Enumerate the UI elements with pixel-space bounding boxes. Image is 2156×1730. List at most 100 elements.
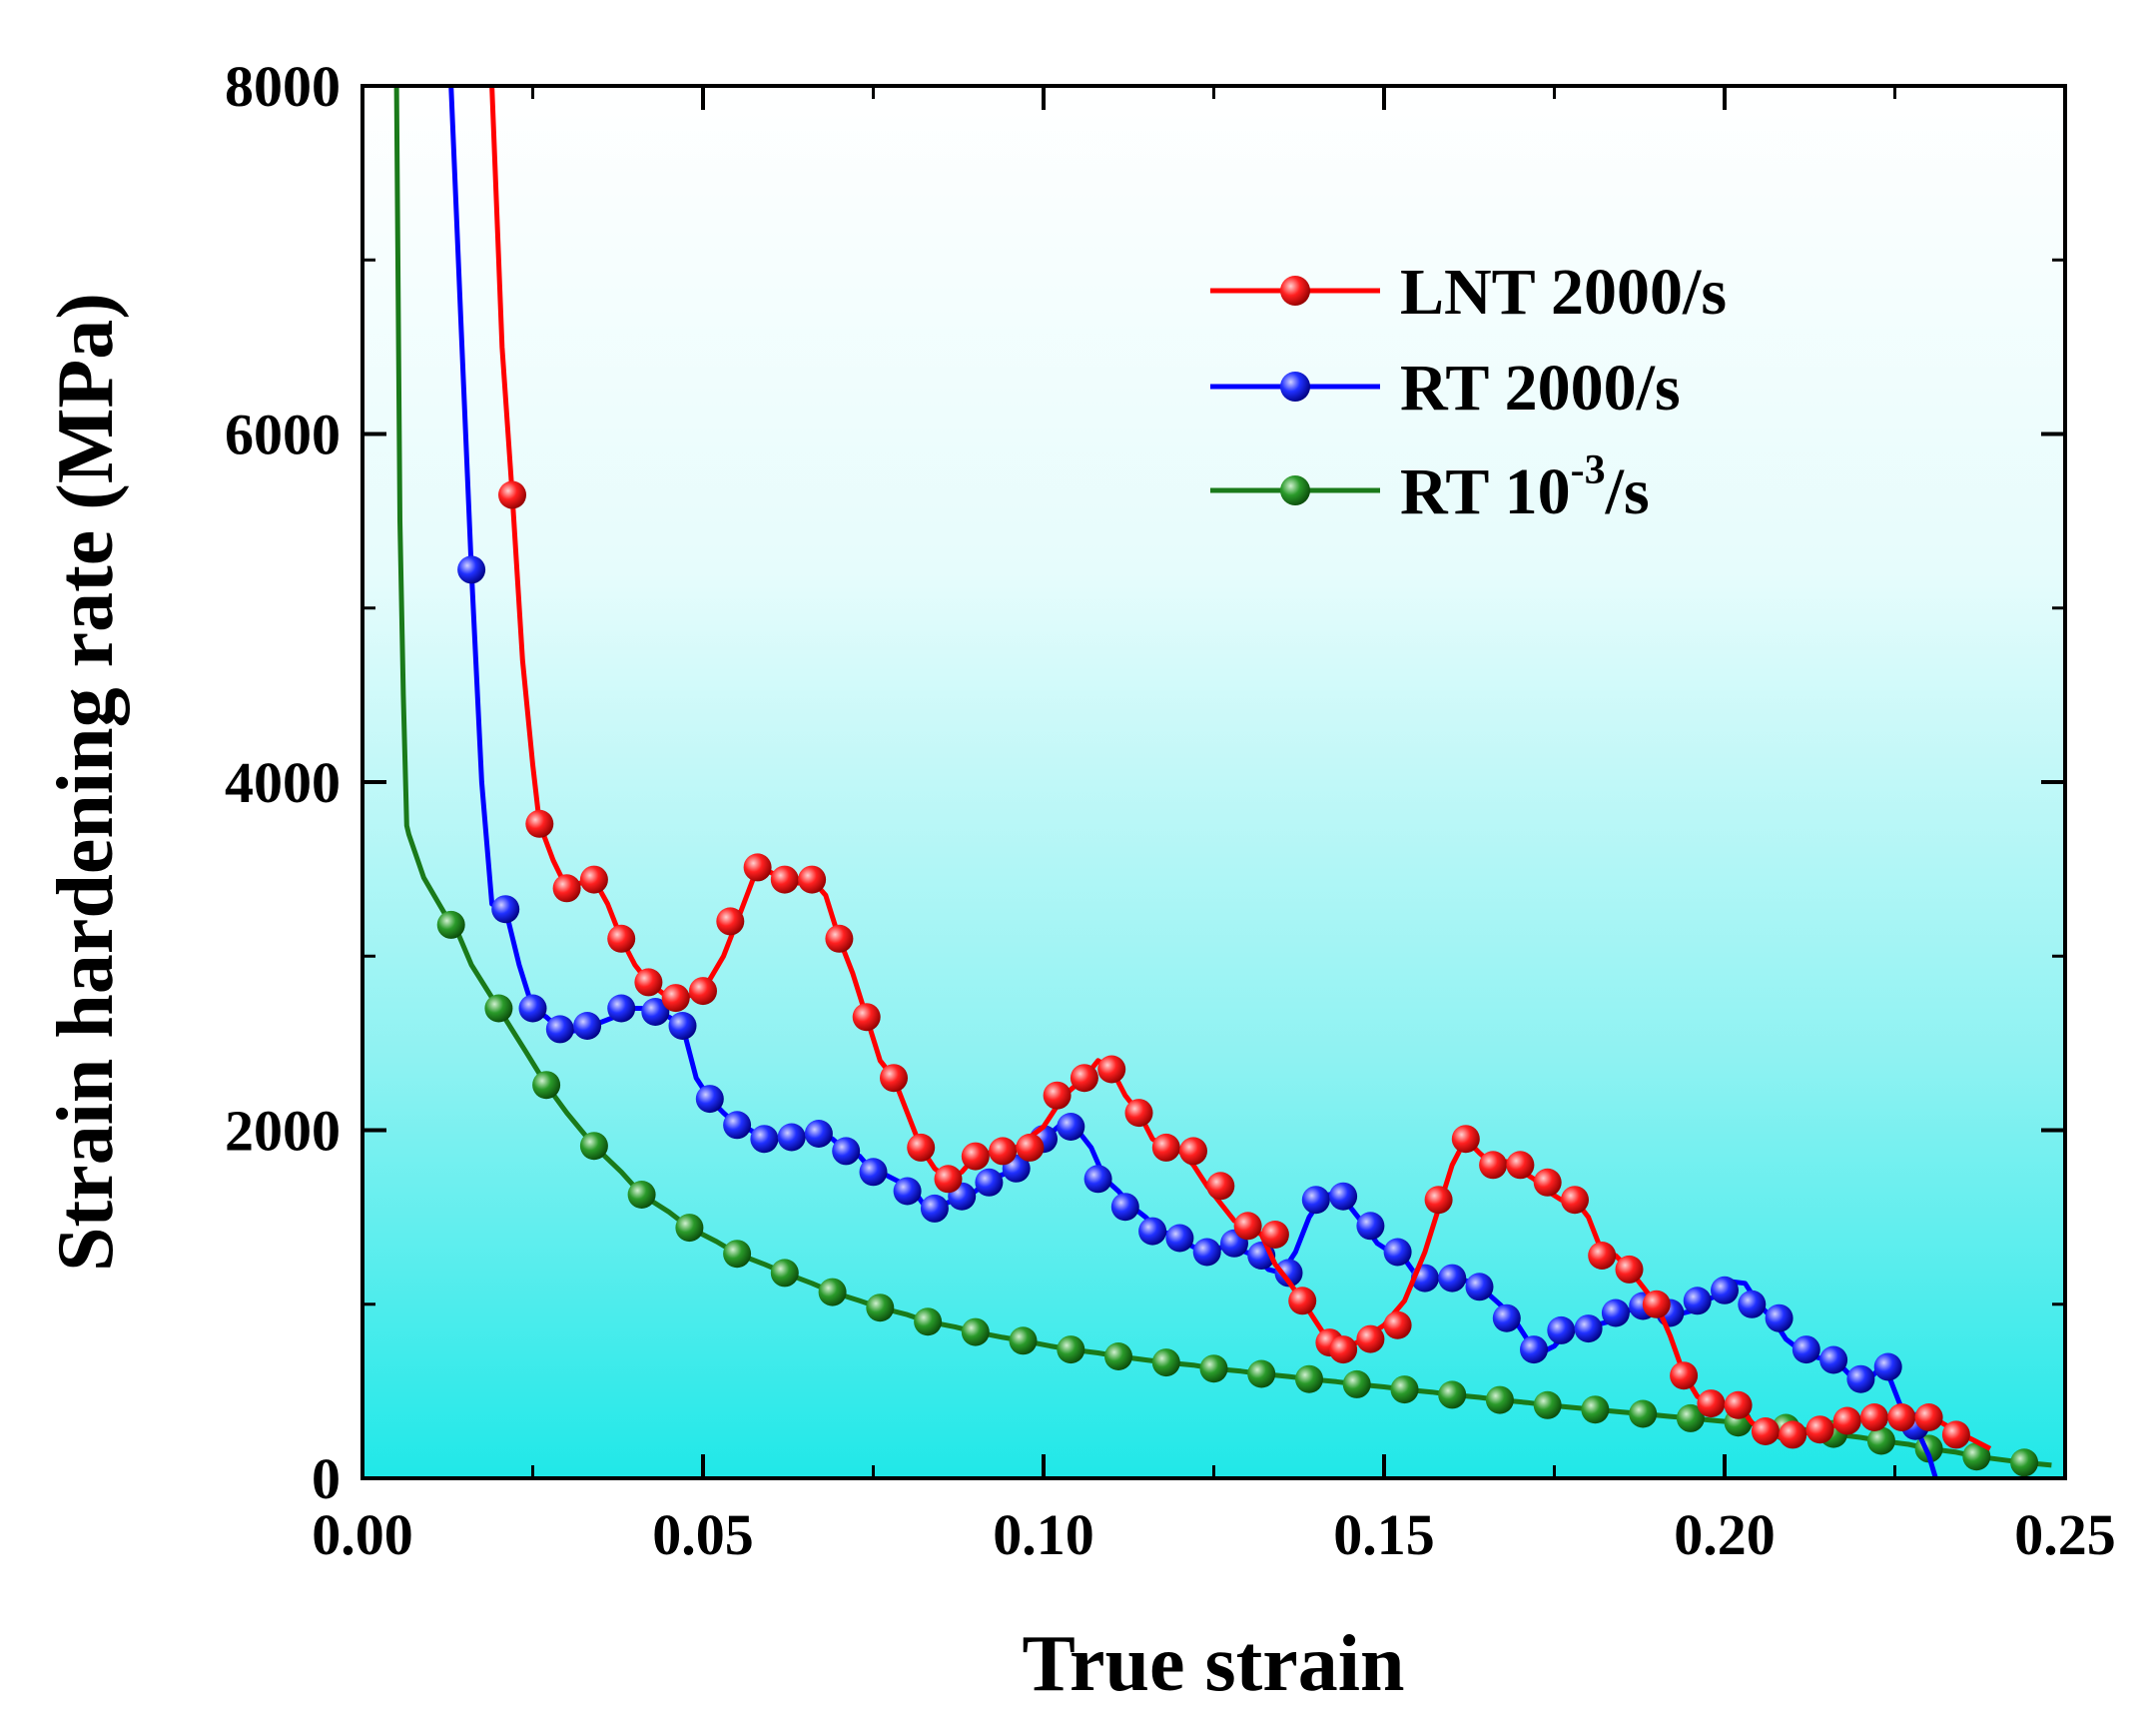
data-point-lnt-2000 [1356,1324,1385,1353]
data-point-rt-quasistatic [961,1317,990,1346]
data-point-rt-2000 [1083,1165,1112,1194]
data-point-rt-2000 [804,1120,833,1148]
data-point-lnt-2000 [1451,1125,1480,1154]
legend-label-rt-2000: RT 2000/s [1400,352,1681,425]
data-point-lnt-2000 [961,1142,990,1171]
data-point-rt-2000 [1165,1224,1194,1253]
data-point-rt-quasistatic [1009,1326,1038,1355]
legend-label-rt-quasistatic-suffix: /s [1605,455,1650,528]
data-point-rt-quasistatic [866,1294,895,1322]
data-point-rt-2000 [1846,1364,1875,1393]
data-point-rt-2000 [1383,1238,1412,1267]
data-point-lnt-2000 [1670,1361,1699,1390]
data-point-rt-quasistatic [1962,1442,1991,1471]
legend-label-rt-quasistatic-sup: -3 [1571,447,1606,493]
data-point-lnt-2000 [579,865,608,894]
y-tick-label: 6000 [225,403,341,467]
data-point-rt-2000 [1601,1298,1630,1327]
data-point-lnt-2000 [1533,1168,1562,1197]
data-point-rt-quasistatic [484,994,513,1023]
data-point-rt-quasistatic [1247,1359,1276,1388]
data-point-rt-quasistatic [1151,1348,1180,1377]
data-point-lnt-2000 [1805,1415,1834,1444]
data-point-lnt-2000 [1832,1406,1861,1435]
data-point-rt-2000 [750,1125,779,1154]
data-point-rt-quasistatic [675,1214,704,1243]
data-point-rt-2000 [1465,1273,1494,1301]
data-point-rt-2000 [1683,1287,1712,1315]
data-point-lnt-2000 [1288,1287,1317,1315]
data-point-lnt-2000 [498,480,526,509]
x-tick-label: 0.10 [993,1502,1094,1567]
data-point-lnt-2000 [1097,1055,1126,1084]
data-point-rt-quasistatic [723,1240,752,1269]
data-point-lnt-2000 [634,968,663,997]
data-point-rt-2000 [1711,1276,1739,1304]
data-point-rt-2000 [1873,1352,1902,1381]
data-point-rt-2000 [1492,1303,1521,1332]
x-tick-label: 0.15 [1333,1502,1435,1567]
data-point-rt-2000 [695,1085,724,1114]
data-point-lnt-2000 [1070,1064,1098,1093]
data-point-rt-2000 [1520,1335,1548,1364]
data-point-lnt-2000 [716,907,745,936]
data-point-rt-quasistatic [1295,1364,1323,1393]
data-point-rt-2000 [723,1111,752,1140]
legend-marker-rt-2000 [1280,372,1310,402]
data-point-lnt-2000 [1260,1221,1289,1249]
data-point-lnt-2000 [770,865,799,894]
data-point-lnt-2000 [1383,1310,1412,1339]
data-point-lnt-2000 [525,809,554,838]
data-point-lnt-2000 [880,1064,908,1093]
data-point-lnt-2000 [1751,1417,1780,1445]
data-point-rt-2000 [920,1194,949,1223]
data-point-rt-2000 [1819,1345,1848,1374]
legend-marker-rt-quasistatic [1280,475,1310,505]
x-tick-label: 0.00 [312,1502,413,1567]
data-point-rt-2000 [1138,1217,1167,1246]
data-point-lnt-2000 [1479,1151,1508,1180]
data-point-rt-2000 [545,1015,574,1044]
series-lnt-2000 [489,86,1992,1451]
data-point-lnt-2000 [1887,1403,1916,1431]
data-point-lnt-2000 [743,853,772,882]
data-point-lnt-2000 [552,874,581,903]
data-point-rt-2000 [1574,1314,1603,1343]
data-point-lnt-2000 [1588,1242,1617,1270]
y-tick-label: 0 [312,1446,341,1511]
data-point-rt-2000 [607,994,636,1023]
data-point-rt-quasistatic [1866,1426,1895,1455]
data-point-lnt-2000 [1151,1133,1180,1162]
data-point-rt-2000 [1792,1335,1820,1364]
data-point-rt-2000 [975,1168,1004,1197]
data-point-rt-2000 [668,1012,697,1040]
data-point-rt-2000 [573,1012,602,1040]
data-point-lnt-2000 [1914,1403,1943,1431]
data-point-lnt-2000 [1329,1335,1358,1364]
data-point-rt-2000 [1438,1264,1467,1293]
data-point-rt-2000 [518,994,547,1023]
data-point-rt-2000 [1738,1290,1767,1318]
data-point-lnt-2000 [989,1137,1018,1166]
series-rt-2000 [448,86,1938,1478]
data-point-rt-quasistatic [1390,1375,1419,1404]
data-point-rt-quasistatic [770,1259,799,1288]
data-point-rt-quasistatic [1676,1403,1705,1432]
ticks-layer: 0.00 0.05 0.10 0.15 0.20 0.25 0 2000 4000 6000 800… [225,54,2116,1567]
data-point-rt-2000 [1356,1212,1385,1241]
y-axis-title: Strain hardening rate (MPa) [42,293,130,1272]
data-point-rt-2000 [893,1177,922,1206]
data-point-lnt-2000 [1179,1137,1207,1166]
data-point-rt-2000 [491,895,520,924]
data-point-rt-quasistatic [579,1132,608,1161]
data-point-rt-2000 [1301,1186,1330,1215]
plot-area-background [362,86,2065,1478]
x-axis-title: True strain [1023,1620,1405,1708]
data-point-lnt-2000 [1642,1290,1671,1318]
data-point-lnt-2000 [1779,1420,1807,1449]
data-point-rt-2000 [859,1158,888,1187]
y-tick-label: 2000 [225,1099,341,1164]
data-point-rt-quasistatic [1485,1385,1514,1414]
